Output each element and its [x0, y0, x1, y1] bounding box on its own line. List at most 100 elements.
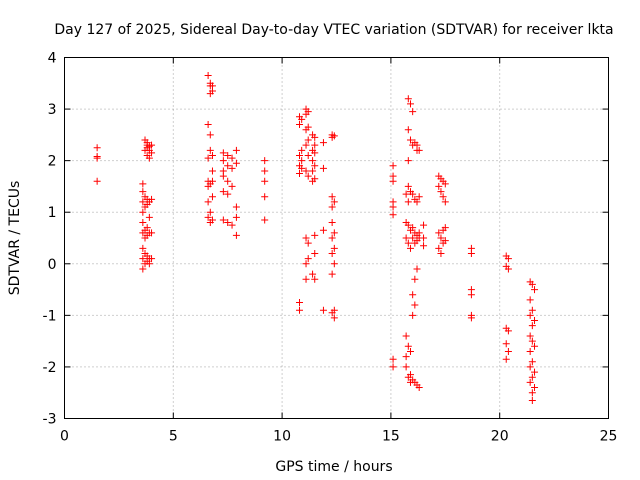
chart-title: Day 127 of 2025, Sidereal Day-to-day VTE… — [54, 22, 613, 38]
data-point-marker — [389, 363, 397, 371]
data-point-marker — [208, 216, 216, 224]
data-point-marker — [208, 167, 216, 175]
data-point-marker — [328, 234, 336, 242]
data-point-marker — [420, 234, 428, 242]
data-point-marker — [232, 159, 240, 167]
data-point-marker — [304, 151, 312, 159]
data-point-marker — [526, 332, 534, 340]
data-point-marker — [304, 123, 312, 131]
data-point-marker — [309, 167, 317, 175]
data-point-marker — [531, 368, 539, 376]
data-point-marker — [404, 182, 412, 190]
y-axis-label: SDTVAR / TECUs — [7, 181, 23, 296]
data-point-marker — [296, 170, 304, 178]
data-point-marker — [311, 162, 319, 170]
data-point-marker — [311, 231, 319, 239]
data-point-marker — [389, 162, 397, 170]
data-point-marker — [304, 239, 312, 247]
data-point-marker — [526, 347, 534, 355]
data-point-marker — [139, 255, 147, 263]
data-point-marker — [93, 177, 101, 185]
data-point-marker — [467, 249, 475, 257]
data-point-marker — [311, 175, 319, 183]
data-point-marker — [328, 219, 336, 227]
data-point-marker — [228, 221, 236, 229]
data-point-marker — [435, 229, 443, 237]
data-point-marker — [145, 213, 153, 221]
data-point-marker — [219, 172, 227, 180]
data-point-marker — [531, 317, 539, 325]
data-point-marker — [330, 229, 338, 237]
data-point-marker — [531, 342, 539, 350]
data-point-marker — [435, 244, 443, 252]
data-point-marker — [330, 306, 338, 314]
y-tick-label: 3 — [48, 102, 57, 118]
data-point-marker — [404, 221, 412, 229]
data-point-marker — [139, 244, 147, 252]
data-point-marker — [409, 291, 417, 299]
data-point-marker — [204, 121, 212, 129]
data-point-marker — [528, 280, 536, 288]
data-point-marker — [420, 242, 428, 250]
data-point-marker — [528, 396, 536, 404]
y-tick-label: 2 — [48, 154, 57, 170]
data-point-marker — [526, 378, 534, 386]
data-point-marker — [467, 314, 475, 322]
data-point-marker — [139, 208, 147, 216]
data-point-marker — [304, 136, 312, 144]
data-point-marker — [415, 384, 423, 392]
data-point-marker — [330, 244, 338, 252]
data-point-marker — [526, 296, 534, 304]
data-point-marker — [441, 198, 449, 206]
data-point-marker — [402, 234, 410, 242]
data-point-marker — [504, 255, 512, 263]
data-point-marker — [415, 146, 423, 154]
data-point-marker — [232, 213, 240, 221]
data-point-marker — [413, 198, 421, 206]
data-point-marker — [409, 234, 417, 242]
data-point-marker — [224, 162, 232, 170]
data-point-marker — [328, 203, 336, 211]
data-point-marker — [139, 219, 147, 227]
data-point-marker — [528, 373, 536, 381]
x-tick-label: 10 — [273, 429, 291, 445]
data-point-marker — [261, 193, 269, 201]
data-point-marker — [319, 226, 327, 234]
data-point-marker — [219, 157, 227, 165]
data-point-marker — [261, 167, 269, 175]
data-point-marker — [415, 193, 423, 201]
data-point-marker — [204, 198, 212, 206]
data-point-marker — [302, 234, 310, 242]
data-point-marker — [232, 203, 240, 211]
data-point-marker — [139, 198, 147, 206]
data-point-marker — [435, 182, 443, 190]
data-point-marker — [404, 342, 412, 350]
data-point-marker — [311, 249, 319, 257]
data-point-marker — [504, 265, 512, 273]
data-point-marker — [304, 255, 312, 263]
data-point-marker — [328, 270, 336, 278]
y-tick-label: 0 — [48, 257, 57, 273]
data-point-marker — [148, 195, 156, 203]
data-point-marker — [439, 193, 447, 201]
data-point-marker — [411, 301, 419, 309]
data-point-marker — [531, 384, 539, 392]
data-point-marker — [148, 149, 156, 157]
data-point-marker — [224, 151, 232, 159]
data-point-marker — [304, 172, 312, 180]
data-point-marker — [145, 260, 153, 268]
data-point-marker — [409, 224, 417, 232]
data-point-marker — [404, 157, 412, 165]
data-point-marker — [406, 100, 414, 108]
data-point-marker — [204, 213, 212, 221]
data-point-marker — [330, 132, 338, 140]
data-point-marker — [148, 255, 156, 263]
x-tick-label: 5 — [169, 429, 178, 445]
data-point-marker — [330, 198, 338, 206]
data-point-marker — [261, 216, 269, 224]
data-point-marker — [228, 154, 236, 162]
data-point-marker — [302, 260, 310, 268]
data-point-marker — [502, 355, 510, 363]
data-point-marker — [228, 164, 236, 172]
x-tick-label: 0 — [60, 429, 69, 445]
